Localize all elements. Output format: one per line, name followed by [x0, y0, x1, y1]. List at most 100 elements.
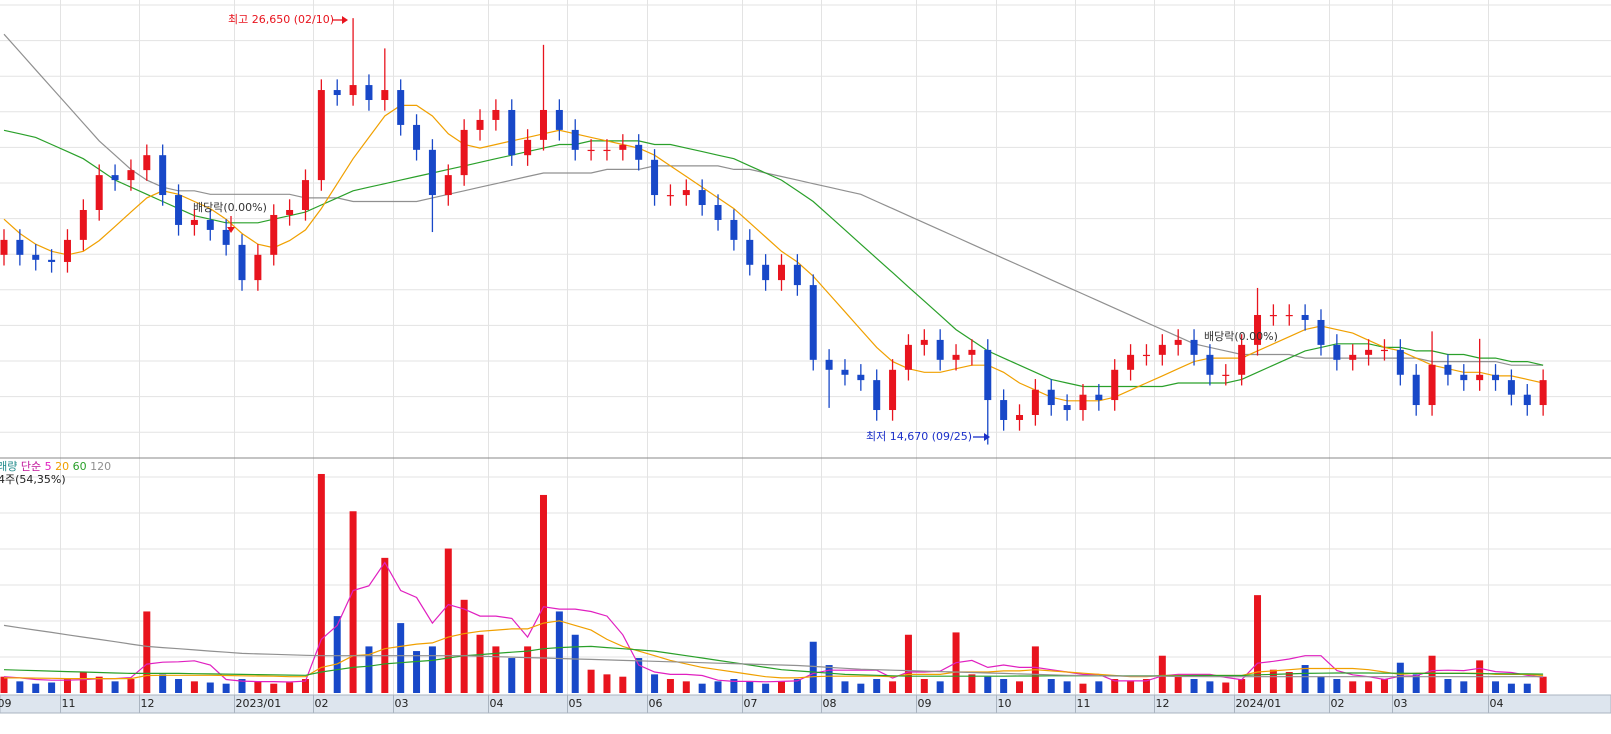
- volume-bar: [1079, 683, 1087, 693]
- candle-body: [1142, 354, 1150, 357]
- moving-average-line: [3, 33, 1544, 366]
- volume-note: 4주(54,35%): [0, 473, 66, 486]
- candle-body: [286, 209, 294, 215]
- volume-bar: [286, 682, 294, 693]
- x-tick-label: 11: [62, 697, 76, 710]
- candle-body: [349, 85, 357, 96]
- candle-body: [1016, 415, 1024, 420]
- volume-bar: [63, 679, 71, 693]
- candle-body: [1079, 394, 1087, 411]
- volume-bar: [1047, 679, 1055, 693]
- candle-body: [1190, 339, 1198, 355]
- x-tick-label: 09: [918, 697, 932, 710]
- candle-body: [270, 214, 278, 255]
- x-tick-label: 2023/01: [236, 697, 282, 710]
- x-tick-label: 05: [569, 697, 583, 710]
- volume-bar: [889, 681, 897, 693]
- candle-body: [190, 219, 198, 225]
- annotation-arrow-head: [227, 227, 235, 233]
- candle-body: [1000, 400, 1008, 420]
- volume-bar: [968, 674, 976, 693]
- candle-body: [301, 180, 309, 210]
- candle-body: [793, 264, 801, 286]
- volume-legend: 거래량 단순 5 20 60 120: [0, 460, 111, 473]
- volume-bar: [1142, 679, 1150, 693]
- candle-body: [825, 359, 833, 370]
- volume-bar: [1158, 655, 1166, 693]
- legend-ma-label: 단순: [21, 460, 41, 473]
- candle-body: [1158, 344, 1166, 355]
- candle-body: [1396, 349, 1404, 375]
- candle-body: [63, 239, 71, 262]
- volume-bar: [730, 679, 738, 693]
- volume-bar: [1380, 679, 1388, 693]
- volume-bar: [762, 683, 770, 693]
- volume-bar: [32, 683, 40, 693]
- x-tick-label: 09: [0, 697, 12, 710]
- x-tick-label: 12: [141, 697, 155, 710]
- volume-bar: [682, 681, 690, 693]
- x-axis-strip: [0, 694, 1611, 714]
- candle-body: [317, 90, 325, 181]
- candle-body: [143, 155, 151, 171]
- candle-body: [206, 219, 214, 230]
- candle-body: [968, 349, 976, 355]
- volume-bar: [476, 634, 484, 693]
- x-tick-label: 2024/01: [1236, 697, 1282, 710]
- candle-body: [1349, 354, 1357, 360]
- annotation-arrow-head: [984, 433, 990, 441]
- x-tick-label: 04: [490, 697, 504, 710]
- candle-body: [175, 195, 183, 225]
- volume-bar: [904, 634, 912, 693]
- volume-bar: [95, 676, 103, 693]
- candle-body: [952, 354, 960, 360]
- volume-ma-line: [4, 620, 1544, 680]
- candle-body: [1206, 354, 1214, 375]
- volume-bar: [555, 611, 563, 693]
- annotation-arrow-head: [1238, 356, 1246, 362]
- candle-body: [1539, 380, 1547, 406]
- candle-body: [762, 264, 770, 281]
- volume-bar: [111, 681, 119, 693]
- candle-body: [1412, 374, 1420, 406]
- candle-body: [1127, 354, 1135, 370]
- candle-body: [1380, 349, 1388, 352]
- candle-body: [111, 175, 119, 181]
- volume-bar: [1301, 665, 1309, 693]
- candle-body: [508, 109, 516, 156]
- volume-bar: [254, 681, 262, 693]
- volume-bar: [778, 681, 785, 693]
- x-tick-label: 10: [998, 697, 1012, 710]
- candle-body: [524, 139, 532, 156]
- volume-bar: [984, 676, 992, 693]
- legend-entry: 60: [73, 460, 87, 473]
- volume-ma-line: [3, 561, 1544, 683]
- x-tick-label: 12: [1156, 697, 1170, 710]
- candle-body: [746, 239, 754, 265]
- candle-body: [1063, 405, 1071, 411]
- volume-bar: [444, 548, 452, 693]
- volume-bar: [1269, 669, 1277, 693]
- moving-average-line: [3, 104, 1544, 402]
- volume-bar: [1507, 683, 1515, 693]
- candle-body: [698, 190, 706, 206]
- candle-body: [603, 149, 611, 152]
- volume-bar: [1127, 681, 1135, 693]
- candle-body: [714, 205, 722, 220]
- candle-body: [889, 369, 897, 411]
- volume-bar: [159, 674, 167, 693]
- candle-body: [1444, 364, 1452, 375]
- candle-body: [1476, 374, 1484, 381]
- volume-bar: [635, 658, 643, 693]
- legend-entry: 5: [45, 460, 52, 473]
- volume-bar: [365, 646, 373, 693]
- volume-bar: [1365, 681, 1373, 693]
- volume-bar: [936, 681, 944, 693]
- candle-body: [635, 144, 643, 160]
- x-tick-label: 02: [1331, 697, 1345, 710]
- candle-body: [904, 344, 912, 370]
- candle-body: [428, 149, 436, 196]
- volume-bar: [1222, 682, 1230, 693]
- candle-body: [920, 339, 928, 345]
